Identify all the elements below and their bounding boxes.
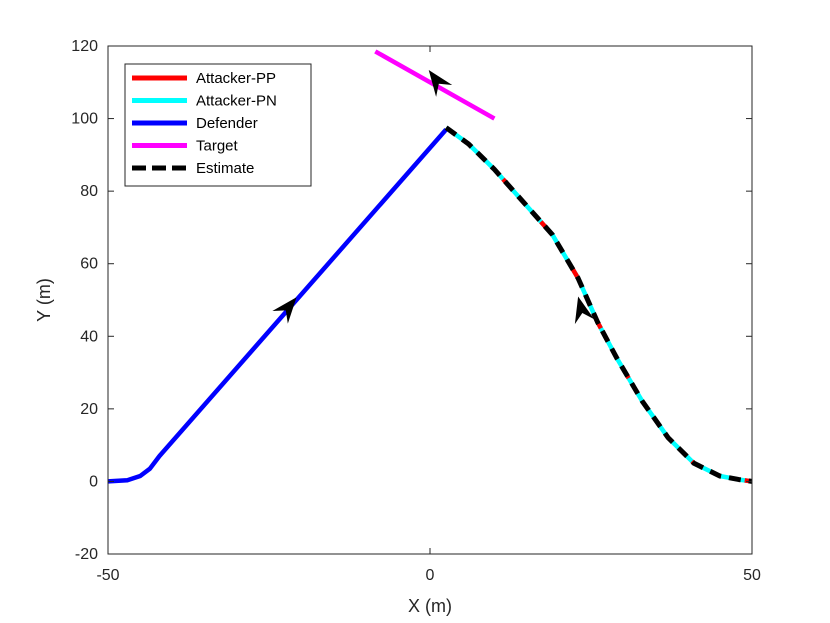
data-layer bbox=[107, 49, 753, 484]
series-line-estimate bbox=[444, 125, 753, 484]
x-tick-label: -50 bbox=[96, 567, 119, 584]
x-tick-label: 0 bbox=[426, 567, 435, 584]
legend-label-estimate: Estimate bbox=[196, 160, 254, 177]
y-tick-label: 0 bbox=[89, 473, 98, 490]
y-tick-label: 100 bbox=[71, 111, 98, 128]
y-tick-label: 120 bbox=[71, 38, 98, 55]
legend-label-attacker-pp: Attacker-PP bbox=[196, 70, 276, 87]
series-line-defender bbox=[107, 128, 448, 484]
y-tick-label: 40 bbox=[80, 328, 98, 345]
y-tick-label: 80 bbox=[80, 183, 98, 200]
legend: Attacker-PP Attacker-PN Defender Target Esti… bbox=[124, 63, 312, 187]
y-axis-label: Y (m) bbox=[34, 278, 54, 322]
y-tick-label: -20 bbox=[75, 546, 98, 563]
legend-label-defender: Defender bbox=[196, 115, 258, 132]
y-tick-label: 20 bbox=[80, 401, 98, 418]
x-tick-label: 50 bbox=[743, 567, 761, 584]
legend-label-attacker-pn: Attacker-PN bbox=[196, 93, 277, 110]
legend-label-target: Target bbox=[196, 138, 239, 155]
defender-direction-arrow bbox=[272, 297, 297, 324]
y-tick-label: 60 bbox=[80, 256, 98, 273]
x-axis-label: X (m) bbox=[408, 596, 452, 616]
target-direction-arrow bbox=[428, 70, 453, 97]
attacker-direction-arrow bbox=[574, 296, 595, 325]
tick-layer: -50 0 50 -20 0 20 40 60 80 100 120 bbox=[71, 38, 761, 584]
